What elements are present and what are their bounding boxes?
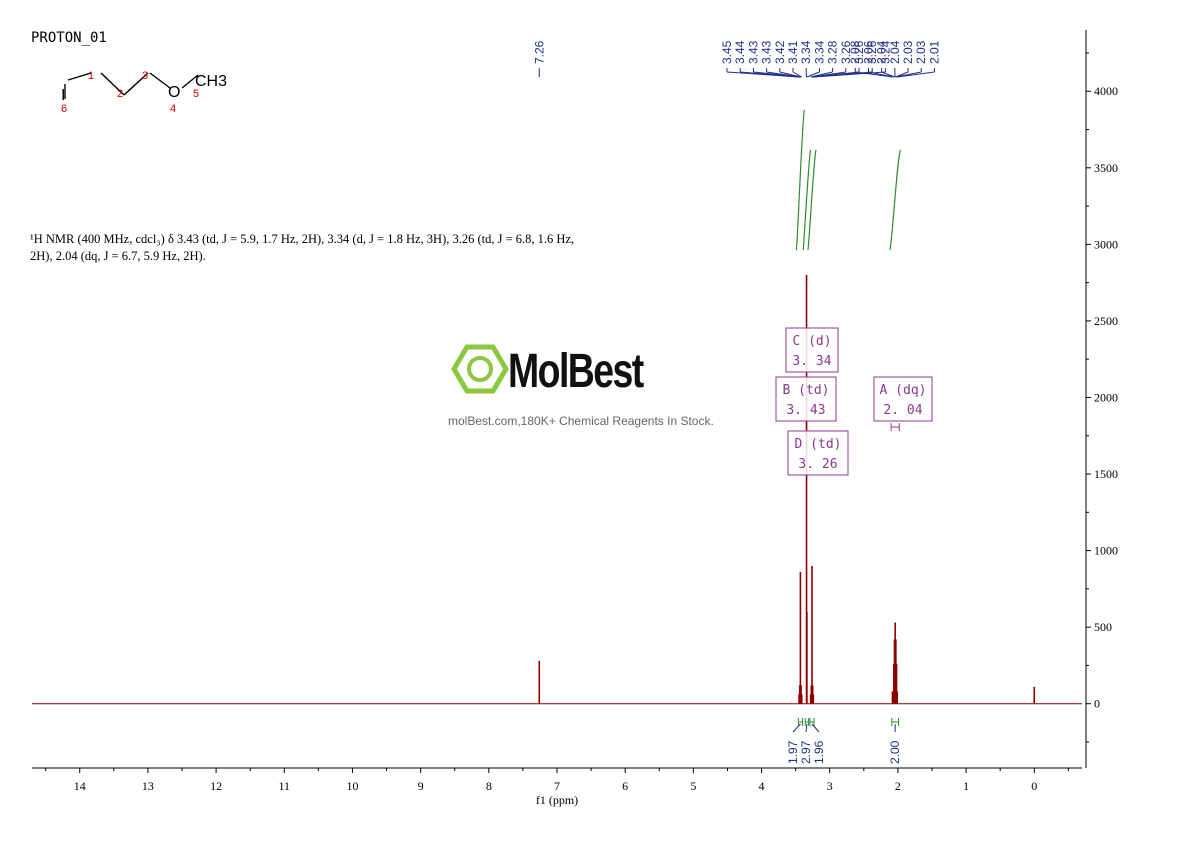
- peak-label: 3.43: [746, 40, 760, 64]
- x-axis-label: f1 (ppm): [536, 793, 578, 807]
- peak-label: 3.45: [720, 40, 734, 64]
- integral-connector: [805, 723, 808, 733]
- x-tick-label: 0: [1031, 779, 1037, 793]
- peak-label-connector: [868, 71, 894, 78]
- peak-label-connector: [766, 71, 801, 78]
- multiplet-label: D (td): [795, 437, 842, 452]
- peak-label-connector: [792, 71, 803, 78]
- peak-label: 3.44: [733, 40, 747, 64]
- x-tick-label: 8: [486, 779, 492, 793]
- x-tick-label: 2: [895, 779, 901, 793]
- y-tick-label: 3500: [1094, 161, 1118, 175]
- multiplet-shift: 2. 04: [883, 403, 922, 418]
- x-tick-label: 13: [142, 779, 154, 793]
- atom-oxygen: O: [168, 84, 180, 101]
- y-tick-label: 4000: [1094, 84, 1118, 98]
- peak-label-connector: [779, 71, 802, 78]
- peak-label: 2.04: [875, 40, 889, 64]
- integral-curve: [807, 149, 817, 251]
- atom-number-5: 5: [193, 88, 199, 100]
- multiplet-box: [873, 376, 933, 422]
- x-tick-label: 4: [759, 779, 765, 793]
- x-tick-label: 1: [963, 779, 969, 793]
- peak-label: 3.41: [786, 40, 800, 64]
- peak-label: 3.34: [799, 40, 813, 64]
- peak-label: 3.28: [826, 40, 840, 64]
- multiplet-label: B (td): [783, 383, 830, 398]
- multiplet-shift: 3. 34: [792, 354, 831, 369]
- y-tick-label: 0: [1094, 697, 1100, 711]
- peak-label-connector: [881, 71, 896, 78]
- atom-iodine: I: [61, 87, 65, 104]
- y-tick-label: 2000: [1094, 390, 1118, 404]
- peak-label: 3.42: [773, 40, 787, 64]
- integral-label: 2.00: [888, 740, 902, 764]
- peak-label-connector: [806, 71, 820, 78]
- peak-label: 3.43: [760, 40, 774, 64]
- axes: 14 13 12 11 10 9 8 7 6 5 4 3 2 1 0f1 (ppm)050010001500…: [32, 30, 1118, 807]
- nmr-description: ¹H NMR (400 MHz, cdcl₃) δ 3.43 (td, J = …: [30, 232, 575, 263]
- peak-label: 3.24: [878, 40, 892, 64]
- y-tick-label: 3000: [1094, 237, 1118, 251]
- integral-label: 2.97: [799, 740, 813, 764]
- y-tick-label: 500: [1094, 620, 1112, 634]
- x-tick-label: 6: [622, 779, 628, 793]
- multiplet-label: A (dq): [880, 383, 927, 398]
- atom-number-4: 4: [170, 103, 176, 115]
- integral-label: 1.96: [812, 740, 826, 764]
- integral-curve: [802, 149, 812, 251]
- atom-methyl: CH3: [195, 73, 227, 90]
- multiplet-label: C (d): [792, 334, 831, 349]
- molecule-structure: [64, 72, 199, 99]
- x-tick-label: 11: [278, 779, 290, 793]
- watermark-tagline: molBest.com,180K+ Chemical Reagents In S…: [448, 414, 714, 428]
- peak-label: 3.26: [839, 40, 853, 64]
- x-tick-label: 14: [74, 779, 86, 793]
- peak-label: 7.26: [532, 40, 546, 64]
- atom-number-2: 2: [117, 88, 123, 100]
- integral-connector: [811, 723, 820, 733]
- integral-curve: [795, 109, 806, 251]
- y-tick-label: 2500: [1094, 314, 1118, 328]
- atom-number-1: 1: [88, 70, 94, 82]
- integral-label: 1.97: [786, 740, 800, 764]
- molbest-logo-icon: [451, 344, 509, 394]
- x-tick-label: 12: [210, 779, 222, 793]
- y-tick-label: 1500: [1094, 467, 1118, 481]
- peak-label-connector: [897, 71, 935, 78]
- peak-label: 3.26: [852, 40, 866, 64]
- x-tick-label: 5: [690, 779, 696, 793]
- sample-name: PROTON_01: [31, 30, 107, 46]
- x-tick-label: 9: [418, 779, 424, 793]
- atom-number-3: 3: [142, 70, 148, 82]
- peak-label: 2.03: [901, 40, 915, 64]
- multiplet-boxes: A (dq) 2. 04 B (td) 3. 43 C (d) 3. 34 D (td) 3.…: [775, 327, 933, 476]
- multiplet-box: [775, 376, 837, 422]
- peak-label: 3.26: [865, 40, 879, 64]
- peak-labels: 7.26 3.45 3.44 3.43 3.43 3.42 3.41 3.34 3.34 3.28…: [532, 40, 941, 78]
- peak-label: 2.08: [848, 40, 862, 64]
- y-tick-label: 1000: [1094, 544, 1118, 558]
- peak-label: 2.01: [927, 40, 941, 64]
- integral-curve: [889, 149, 902, 251]
- atom-number-6: 6: [61, 103, 67, 115]
- integral-connector: [792, 723, 801, 733]
- peak-label: 2.06: [861, 40, 875, 64]
- spectrum: [32, 274, 1082, 705]
- x-tick-label: 10: [346, 779, 358, 793]
- multiplet-shift: 3. 43: [786, 403, 825, 418]
- peak-label: 2.04: [888, 40, 902, 64]
- x-tick-label: 3: [827, 779, 833, 793]
- watermark-brand: MolBest: [508, 345, 644, 398]
- multiplet-box: [785, 327, 839, 373]
- peak-label: 3.34: [812, 40, 826, 64]
- multiplet-box: [787, 430, 849, 476]
- x-tick-label: 7: [554, 779, 560, 793]
- integrals: 1.97 2.97 1.96 2.00: [786, 109, 902, 764]
- peak-label-connector: [855, 71, 893, 78]
- multiplet-shift: 3. 26: [798, 457, 837, 472]
- peak-label: 2.03: [914, 40, 928, 64]
